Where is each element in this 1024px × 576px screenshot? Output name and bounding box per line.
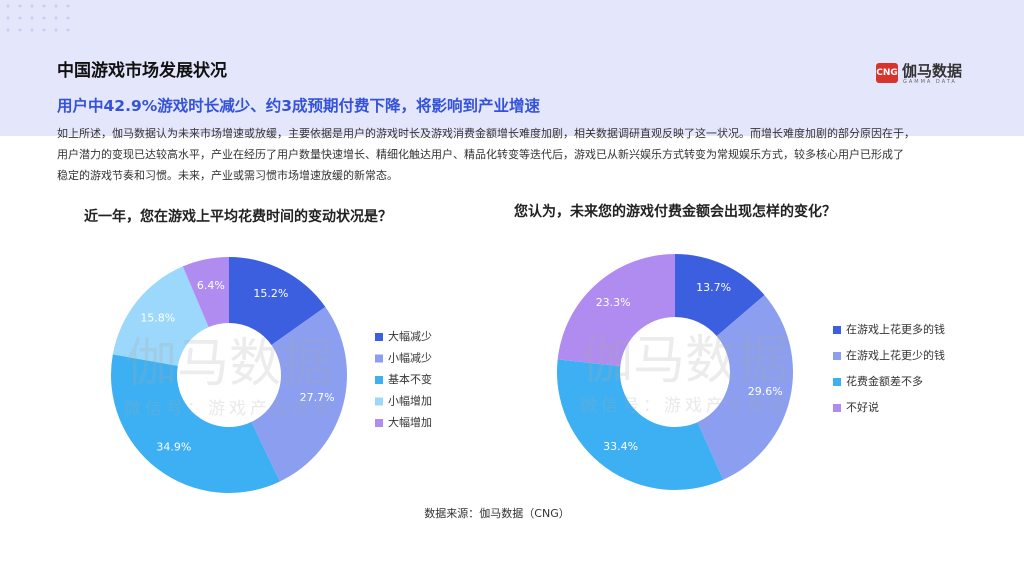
value-label: 15.2% <box>253 287 288 300</box>
legend-label: 小幅增加 <box>388 394 432 408</box>
logo-mark: CNG <box>876 63 898 83</box>
donut-slice <box>675 254 765 337</box>
dot-pattern <box>6 4 70 32</box>
logo-sub: GAMMA DATA <box>903 79 957 85</box>
legend-label: 大幅减少 <box>388 329 432 343</box>
paragraph-line: 如上所述，伽马数据认为未来市场增速或放缓，主要依据是用户的游戏时长及游戏消费金额… <box>57 127 915 140</box>
legend-swatch <box>833 378 841 386</box>
logo-name: 伽马数据 <box>902 62 963 80</box>
legend-label: 不好说 <box>846 400 879 414</box>
legend-swatch <box>833 326 841 334</box>
paragraph-line: 用户潜力的变现已达较高水平，产业在经历了用户数量快速增长、精细化触达用户、精品化… <box>57 148 904 161</box>
legend-label: 小幅减少 <box>388 352 432 365</box>
donut-slice <box>111 354 280 493</box>
donut-slice <box>557 254 675 367</box>
value-label: 13.7% <box>696 281 731 294</box>
watermark: 伽马数据 <box>581 331 789 391</box>
legend-swatch <box>833 352 841 360</box>
slide-title: 中国游戏市场发展状况 <box>57 61 227 81</box>
slide-subtitle: 用户中42.9%游戏时长减少、约3成预期付费下降，将影响到产业增速 <box>57 97 541 115</box>
paragraph-line: 稳定的游戏节奏和习惯。未来，产业或需习惯市场增速放缓的新常态。 <box>57 169 398 182</box>
header-band <box>0 0 1024 136</box>
donut-slice <box>251 306 347 482</box>
legend-label: 大幅增加 <box>388 415 432 429</box>
chart-title: 您认为，未来您的游戏付费金额会出现怎样的变化？ <box>514 203 836 220</box>
donut-slice <box>697 295 793 480</box>
watermark: 伽马数据 <box>125 334 333 394</box>
legend-swatch <box>375 354 383 363</box>
legend-label: 花费金额差不多 <box>846 374 923 388</box>
value-label: 23.3% <box>596 296 631 309</box>
legend-label: 基本不变 <box>388 372 432 386</box>
legend-swatch <box>833 404 841 412</box>
value-label: 27.7% <box>300 391 335 404</box>
chart-title: 近一年，您在游戏上平均花费时间的变动状况是？ <box>84 208 392 225</box>
donut-slice <box>557 359 724 490</box>
legend-swatch <box>375 333 383 341</box>
source-note: 数据来源：伽马数据（CNG） <box>424 507 570 520</box>
donut-slice <box>229 257 326 345</box>
watermark: 微信号：游戏产业报告 <box>124 399 334 419</box>
value-label: 6.4% <box>197 279 225 292</box>
legend-swatch <box>375 419 383 427</box>
legend-swatch <box>375 376 383 384</box>
donut-slice <box>182 257 229 328</box>
donut-slice <box>112 266 209 366</box>
value-label: 29.6% <box>748 385 783 398</box>
legend-label: 在游戏上花更多的钱 <box>846 322 945 336</box>
value-label: 34.9% <box>156 440 191 453</box>
legend-label: 在游戏上花更少的钱 <box>846 348 945 362</box>
legend-swatch <box>375 397 383 406</box>
value-label: 33.4% <box>603 440 638 453</box>
watermark: 微信号：游戏产业报告 <box>580 396 790 416</box>
value-label: 15.8% <box>140 311 175 324</box>
